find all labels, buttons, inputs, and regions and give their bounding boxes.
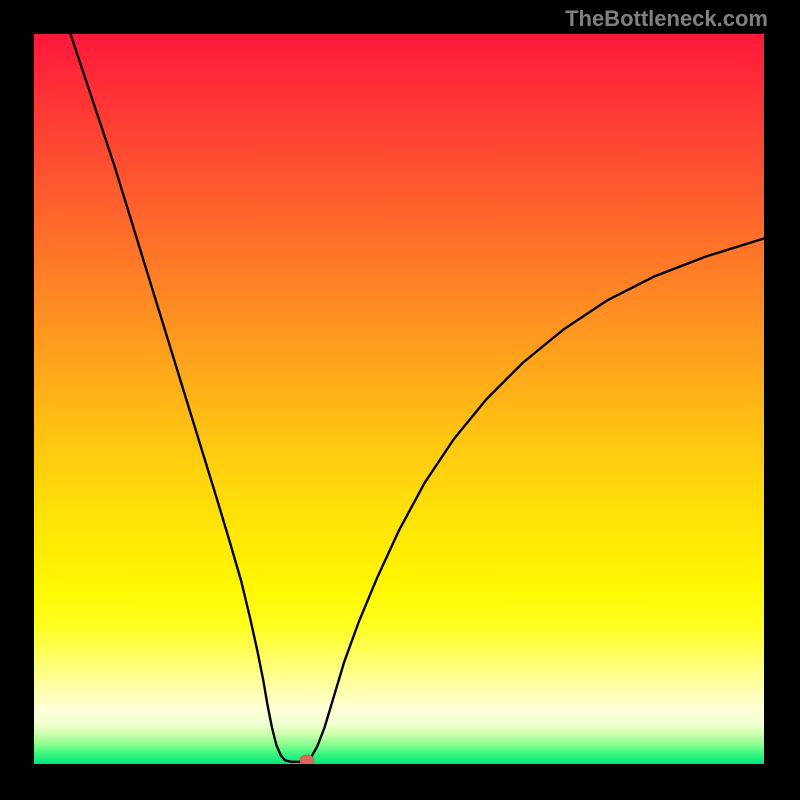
watermark-text: TheBottleneck.com xyxy=(565,6,768,32)
plot-svg xyxy=(34,34,764,764)
bottleneck-chart: TheBottleneck.com xyxy=(0,0,800,800)
plot-area xyxy=(34,34,764,764)
gradient-background xyxy=(34,34,764,764)
optimum-marker xyxy=(300,755,314,764)
